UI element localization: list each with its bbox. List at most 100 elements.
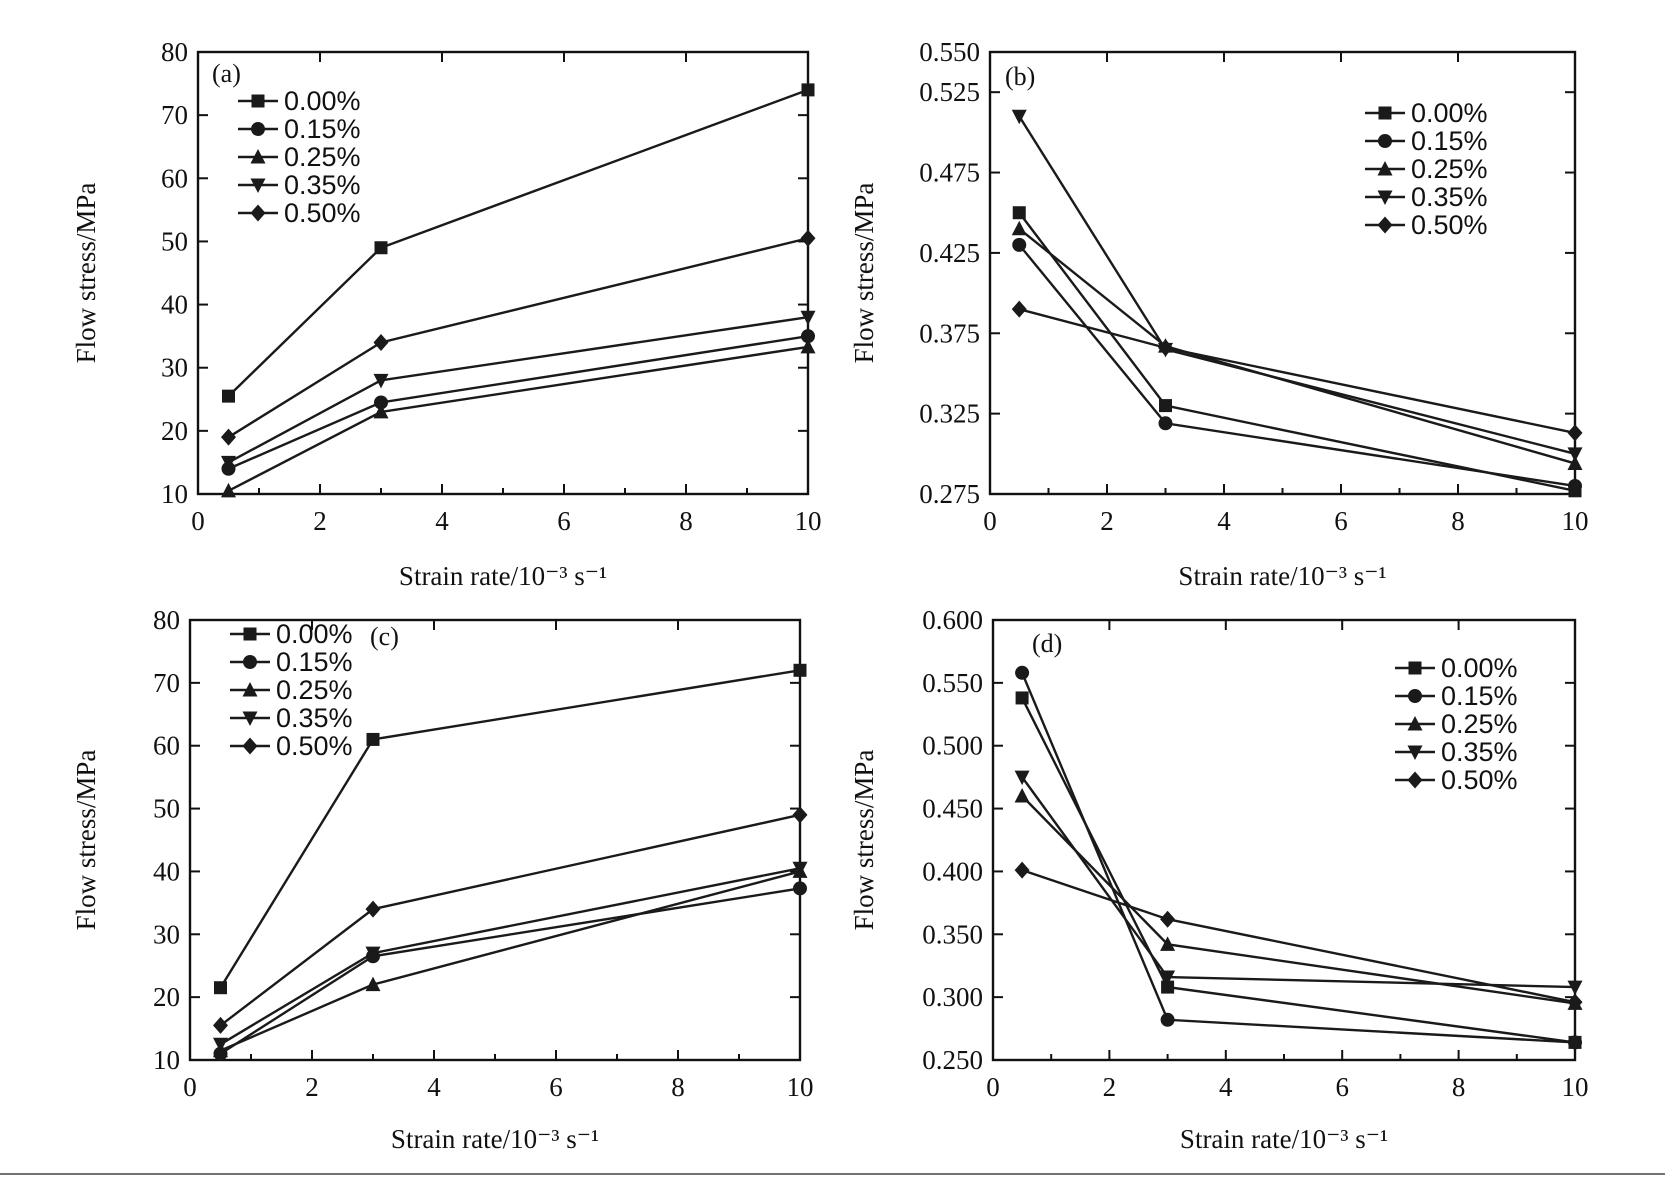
data-point-triangle-up [221,482,236,498]
y-tick-label: 80 [153,605,180,635]
y-tick-label: 0.400 [922,856,983,886]
legend-label: 0.50% [1441,765,1518,795]
legend-label: 0.35% [284,170,361,200]
legend: 0.00%0.15%0.25%0.35%0.50% [1395,653,1518,795]
legend-marker-triangle-down [242,711,258,726]
x-tick-label: 0 [183,1072,197,1102]
legend-marker-diamond [1407,771,1423,789]
x-tick-label: 0 [986,1072,1000,1102]
series-line-0.15% [219,887,801,1055]
y-tick-label: 0.525 [919,77,980,107]
data-point-diamond [373,333,389,351]
x-tick-label: 8 [1451,506,1465,536]
y-tick-label: 0.550 [919,37,980,67]
y-tick-label: 0.500 [922,731,983,761]
legend-label: 0.25% [276,675,353,705]
y-tick-label: 30 [161,353,188,383]
data-point-diamond [1011,300,1027,318]
y-tick-label: 0.450 [922,794,983,824]
data-point-diamond [221,428,236,446]
legend-marker-circle [1408,689,1422,703]
legend-marker-triangle-up [250,149,266,164]
data-point-triangle-down [1160,970,1176,986]
x-tick-label: 4 [1217,506,1231,536]
chart-panel-d: 0 2 4 6 8 10 0.250 0.300 0.350 0.400 0.450 0.500 0.5… [849,605,1589,1154]
data-point-circle [1568,478,1582,493]
data-point-diamond [1567,424,1583,442]
x-axis-title: Strain rate/10⁻³ s⁻¹ [1178,561,1386,591]
x-tick-label: 2 [305,1072,319,1102]
y-tick-label: 70 [153,668,180,698]
y-tick-label: 50 [161,226,188,256]
x-tick-label: 6 [1334,506,1348,536]
data-point-circle [1015,665,1030,680]
data-point-circle [1012,237,1027,252]
x-tick-label: 2 [1103,1072,1117,1102]
x-tick-label: 10 [787,1072,814,1102]
legend-marker-diamond [242,737,258,755]
data-point-diamond [1158,339,1173,357]
legend-label: 0.00% [1411,98,1488,128]
legend-label: 0.15% [1441,681,1518,711]
y-axis-title: Flow stress/MPa [849,750,879,931]
data-point-triangle-up [373,403,389,419]
data-point-circle [1158,416,1173,431]
data-point-square [222,389,235,403]
legend-label: 0.50% [284,198,361,228]
legend-marker-triangle-down [1377,190,1393,205]
y-tick-label: 0.350 [922,919,983,949]
y-tick-label: 20 [161,416,188,446]
legend-marker-square [1378,106,1392,120]
legend-marker-triangle-down [1407,745,1423,760]
data-point-triangle-down [365,946,381,962]
legend-label: 0.25% [284,142,361,172]
x-tick-label: 6 [557,506,571,536]
x-tick-label: 10 [1562,1072,1589,1102]
data-point-triangle-up [1567,455,1583,470]
legend-label: 0.00% [1441,653,1518,683]
y-axis-title: Flow stress/MPa [71,183,101,364]
data-point-triangle-up [800,338,816,354]
x-tick-label: 6 [549,1072,563,1102]
x-tick-label: 2 [1100,506,1114,536]
data-point-circle [1568,1035,1582,1050]
data-point-diamond [1567,993,1583,1011]
y-tick-label: 10 [161,479,188,509]
series-line-0.00% [1018,212,1576,492]
y-tick-label: 60 [153,731,180,761]
panel-label: (a) [212,59,241,88]
data-point-square [801,83,815,97]
x-tick-label: 6 [1335,1072,1349,1102]
x-tick-label: 10 [1562,506,1589,536]
data-point-triangle-down [1014,770,1030,786]
y-tick-label: 40 [153,856,180,886]
x-tick-label: 8 [671,1072,685,1102]
chart-panel-b: 0 2 4 6 8 10 0.275 0.325 0.375 0.425 0.475 0.525 0.5… [849,37,1589,591]
y-tick-label: 0.425 [919,238,980,268]
y-tick-label: 0.250 [922,1045,983,1075]
y-tick-label: 0.300 [922,982,983,1012]
panel-label: (c) [370,622,399,651]
data-point-triangle-up [1014,788,1030,803]
legend-marker-triangle-up [1407,716,1423,731]
data-point-diamond [1014,861,1030,879]
y-tick-label: 0.325 [919,399,980,429]
data-point-triangle-down [1567,980,1583,996]
legend-marker-circle [243,655,257,669]
data-point-square [1012,206,1026,220]
legend-label: 0.35% [1441,737,1518,767]
data-point-circle [374,395,388,410]
data-point-circle [801,329,815,344]
data-point-diamond [792,806,808,824]
data-point-square [793,663,807,677]
series-line-0.15% [1018,244,1576,488]
data-point-circle [793,881,807,896]
legend-marker-square [251,94,265,108]
x-axis-title: Strain rate/10⁻³ s⁻¹ [391,1124,599,1154]
legend-label: 0.15% [276,647,353,677]
data-point-triangle-down [1567,447,1583,462]
legend-label: 0.35% [276,703,353,733]
y-tick-label: 0.475 [919,158,980,188]
legend-label: 0.50% [276,731,353,761]
